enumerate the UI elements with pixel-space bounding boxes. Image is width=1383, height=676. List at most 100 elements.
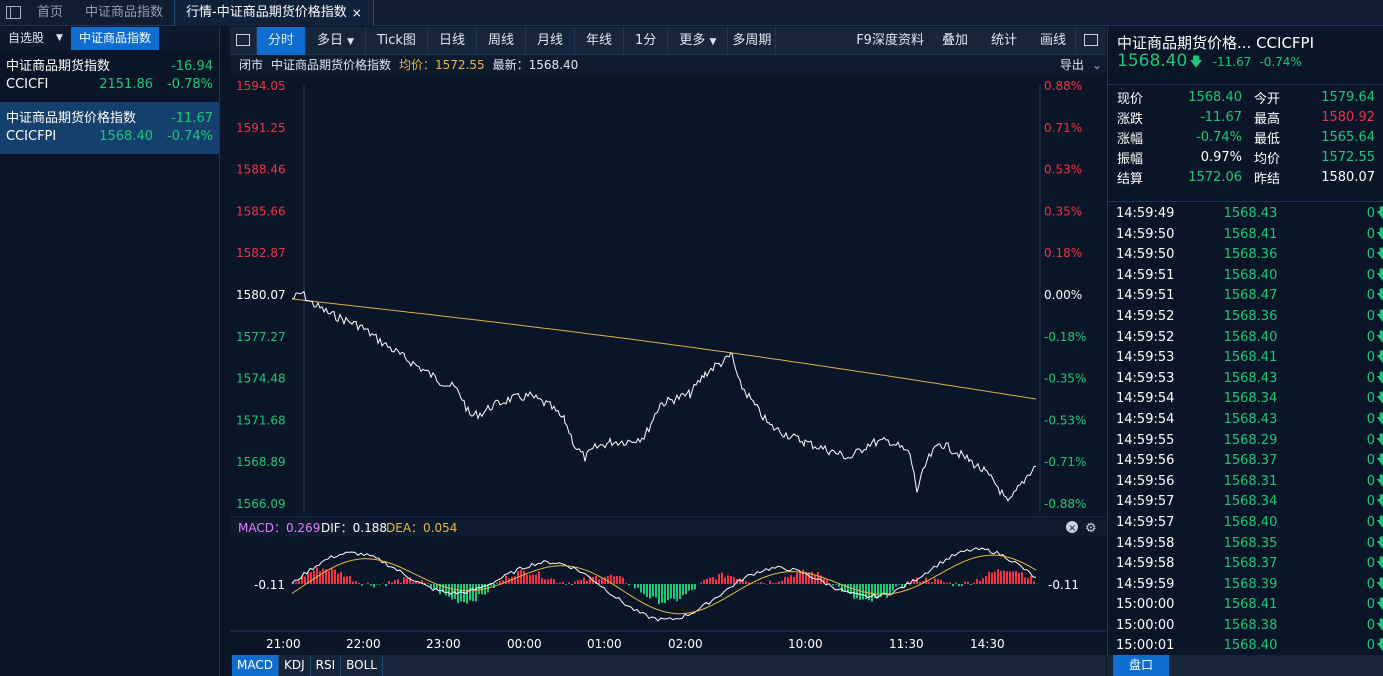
tick-row: 14:59:57 1568.40 0 🡇: [1108, 513, 1383, 534]
value-high: 1580.92: [1321, 109, 1375, 125]
label-pct: 涨幅: [1117, 131, 1144, 147]
tab-macd[interactable]: MACD: [232, 655, 279, 676]
tab-home[interactable]: 首页: [37, 4, 64, 20]
gear-icon[interactable]: ⚙: [1085, 521, 1097, 536]
tab-rsi[interactable]: RSI: [311, 655, 342, 676]
chevron-down-icon[interactable]: ⌄: [1091, 58, 1102, 72]
macd-bar: [370, 584, 372, 586]
tick-time: 14:59:54: [1116, 391, 1175, 407]
macd-bar: [640, 584, 642, 593]
tick-volume: 0: [1366, 370, 1375, 386]
dropdown-arrow-icon[interactable]: ▼: [56, 33, 63, 43]
tab-multiday[interactable]: 多日 ▼: [306, 26, 367, 55]
intraday-chart[interactable]: 1594.05 1591.25 1588.46 1585.66 1582.87 1580.…: [230, 76, 1106, 676]
label-avg: 均价: [1254, 151, 1281, 167]
tab-weekly[interactable]: 周线: [477, 26, 526, 55]
list-item-selected[interactable]: 中证商品期货价格指数 -11.67 CCICFPI 1568.40 -0.74%: [0, 102, 219, 154]
macd-bar: [334, 569, 336, 584]
macd-bar: [664, 584, 666, 604]
overlay-button[interactable]: 叠加: [941, 32, 968, 48]
macd-bar: [1000, 570, 1002, 584]
macd-bar: [856, 584, 858, 599]
tab-kdj[interactable]: KDJ: [279, 655, 311, 676]
tick-time: 15:00:01: [1116, 638, 1175, 654]
y-tick-right: -0.53%: [1044, 413, 1086, 427]
tab-intraday[interactable]: 分时: [257, 26, 307, 55]
tab-watchlist[interactable]: 自选股 ▼: [0, 27, 71, 50]
item-change: -16.94: [171, 59, 213, 74]
macd-bar: [805, 572, 807, 584]
macd-bar: [511, 576, 513, 584]
macd-bar: [505, 575, 507, 584]
tick-volume: 0: [1366, 617, 1375, 633]
macd-bar: [874, 584, 876, 599]
y-tick-right: 0.88%: [1044, 79, 1082, 93]
tick-price: 1568.43: [1223, 411, 1278, 427]
macd-bar: [568, 582, 570, 584]
macd-bar: [559, 582, 561, 584]
f9-deep-data-button[interactable]: F9深度资料: [856, 32, 924, 48]
draw-line-button[interactable]: 画线: [1039, 32, 1066, 48]
macd-bar: [973, 582, 975, 584]
macd-bar: [1015, 570, 1017, 584]
export-button[interactable]: 导出: [1059, 58, 1084, 72]
tick-time: 14:59:55: [1116, 432, 1175, 448]
item-change: -11.67: [171, 111, 213, 126]
dea-line: [291, 554, 1037, 615]
top-tab-bar: 首页 中证商品指数 行情-中证商品期货价格指数 ×: [0, 0, 1383, 26]
macd-bar: [670, 584, 672, 599]
macd-bar: [724, 577, 726, 584]
tick-row: 14:59:51 1568.40 0 🡇: [1108, 266, 1383, 287]
tick-volume: 0: [1366, 453, 1375, 469]
macd-bar: [949, 582, 951, 584]
macd-bar: [379, 584, 381, 585]
macd-bar: [553, 579, 555, 584]
value-last: 1568.40: [1188, 89, 1242, 105]
dropdown-arrow-icon: ▼: [709, 36, 717, 47]
macd-bar: [412, 581, 414, 584]
tab-boll[interactable]: BOLL: [341, 655, 383, 676]
tab-monthly[interactable]: 月线: [526, 26, 575, 55]
tab-multiperiod[interactable]: 多周期: [728, 26, 777, 55]
stats-button[interactable]: 统计: [990, 32, 1017, 48]
layout-toggle-icon[interactable]: [230, 26, 257, 55]
macd-bar: [1006, 571, 1008, 584]
macd-bar: [679, 584, 681, 600]
macd-bar: [406, 578, 408, 584]
macd-bar: [352, 581, 354, 584]
item-pct: -0.78%: [167, 77, 213, 92]
macd-bar: [871, 584, 873, 602]
panel-toggle-icon[interactable]: [1075, 26, 1106, 55]
tab-tick[interactable]: Tick图: [366, 26, 428, 55]
tab-more[interactable]: 更多 ▼: [668, 26, 729, 55]
macd-bar: [898, 584, 900, 585]
sidebar-toggle-icon[interactable]: [0, 0, 26, 26]
tab-yearly[interactable]: 年线: [575, 26, 624, 55]
macd-bar: [661, 584, 663, 603]
macd-bar: [970, 584, 972, 585]
macd-bar: [547, 579, 549, 584]
macd-bar: [361, 584, 363, 586]
order-book-button[interactable]: 盘口: [1113, 655, 1169, 676]
dropdown-arrow-icon: ▼: [347, 36, 355, 47]
macd-bar: [703, 580, 705, 584]
tab-csi-index-list[interactable]: 中证商品指数: [70, 27, 159, 50]
tab-quote-active[interactable]: 行情-中证商品期货价格指数 ×: [174, 0, 374, 26]
down-arrow-icon: 🡇: [1376, 308, 1383, 324]
tab-csi-commodity-index[interactable]: 中证商品指数: [85, 4, 164, 20]
tab-1min[interactable]: 1分: [624, 26, 669, 55]
tick-time: 14:59:57: [1116, 514, 1175, 530]
list-item[interactable]: 中证商品期货指数 -16.94 CCICFI 2151.86 -0.78%: [0, 50, 219, 102]
macd-bar: [694, 584, 696, 590]
macd-bar: [520, 569, 522, 584]
macd-bar: [961, 584, 963, 587]
close-indicator-icon[interactable]: [1066, 521, 1078, 533]
dea-label: DEA：0.054: [386, 521, 457, 535]
close-icon[interactable]: ×: [351, 5, 362, 20]
macd-bar: [700, 582, 702, 584]
macd-bar: [754, 583, 756, 584]
tick-volume: 0: [1366, 267, 1375, 283]
tab-daily[interactable]: 日线: [428, 26, 477, 55]
macd-bar: [1024, 577, 1026, 584]
tick-price: 1568.39: [1223, 576, 1278, 592]
